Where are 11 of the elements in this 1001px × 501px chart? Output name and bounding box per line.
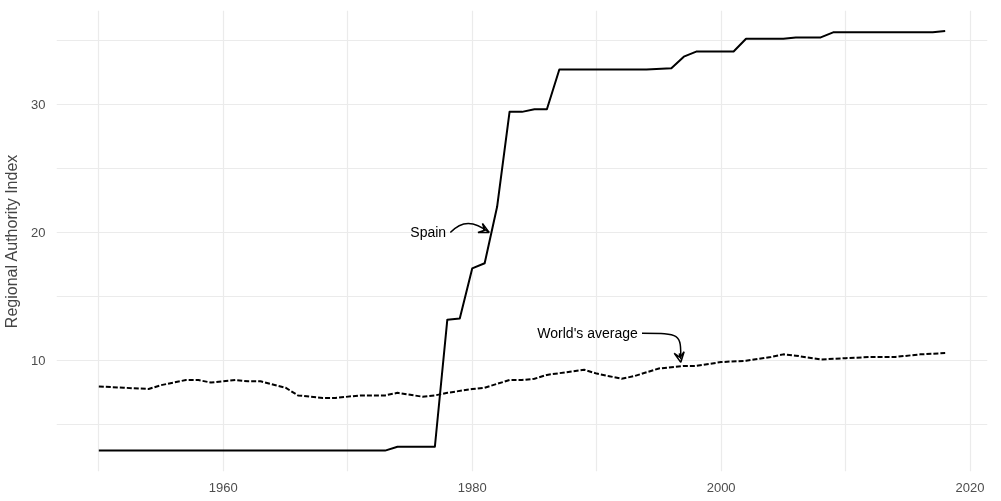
annotation: Spain (410, 224, 447, 241)
line-series (97, 30, 947, 452)
y-tick-label: 20 (31, 224, 46, 240)
x-tick-label: 1980 (457, 479, 487, 495)
x-tick-label: 1960 (208, 479, 238, 495)
x-tick-label: 2020 (955, 479, 985, 495)
x-tick-label: 2000 (706, 479, 736, 495)
annotation: World's average (537, 325, 639, 342)
y-axis-title: Regional Authority Index (3, 154, 21, 329)
y-tick-label: 10 (31, 353, 46, 369)
y-tick-label: 30 (31, 96, 46, 112)
